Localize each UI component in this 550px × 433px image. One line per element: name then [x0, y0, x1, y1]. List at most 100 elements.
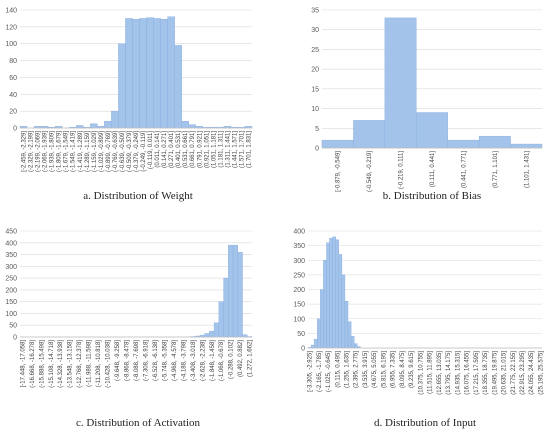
x-tick-label: (0.921, 1.051]	[204, 131, 210, 168]
bar	[478, 135, 511, 149]
x-tick-label: (22.915, 23.295]	[520, 351, 526, 395]
bar	[111, 110, 119, 129]
bar	[321, 139, 354, 149]
y-tick-label: 140	[5, 8, 17, 15]
y-tick-label: 50	[9, 323, 17, 330]
bar	[125, 18, 133, 129]
bar	[350, 336, 355, 349]
x-tick-label: (-1.419, -1.289]	[78, 131, 84, 172]
bar	[384, 17, 417, 149]
panel: 0 5 10 15 20 25 30 35 [-0.879, -0.549] (-0.549, -…	[311, 8, 543, 202]
y-tick-label: 35	[311, 8, 319, 15]
bar	[347, 321, 352, 349]
bar	[218, 301, 224, 338]
x-tick-label: (13.795, 14.175]	[446, 351, 452, 395]
x-tick-label: (12.655, 13.035]	[437, 351, 443, 395]
bar	[223, 277, 229, 338]
x-tick-label: (0.492, 0.882]	[238, 340, 244, 377]
x-tick-label: (-8.088, -7.698]	[134, 340, 140, 381]
x-tick-label: (17.215, 17.595]	[474, 351, 480, 395]
x-tick-label: [-3.305, -2.925]	[308, 351, 314, 392]
x-tick-label: (-2.329, -2.199]	[29, 131, 35, 172]
x-tick-label: (-4.968, -4.578]	[172, 340, 178, 381]
x-tick-label: (-4.188, -3.798]	[181, 340, 187, 381]
y-tick-label: 0	[13, 335, 17, 342]
y-tick-label: 80	[9, 58, 17, 65]
bar	[90, 123, 98, 129]
x-tick-label: (-1.025, -0.645]	[326, 351, 332, 392]
y-tick-label: 150	[5, 299, 17, 306]
bar	[341, 274, 346, 349]
x-tick-label: (-8.868, -8.478]	[125, 340, 131, 381]
x-tick-label: (-1.939, -1.809]	[50, 131, 56, 172]
y-tick-label: 100	[5, 311, 17, 318]
y-tick-label: 400	[293, 229, 305, 236]
chart-title: b. Distribution of Bias	[383, 190, 481, 202]
x-tick-label: [-0.879, -0.549]	[336, 151, 342, 192]
y-tick-label: 300	[5, 264, 17, 271]
y-tick-label: 10	[311, 106, 319, 113]
x-tick-label: (-0.249, -0.119]	[141, 131, 147, 172]
bar	[174, 45, 182, 129]
x-tick-label: (1.101, 1.431]	[524, 151, 530, 188]
bar	[160, 19, 168, 129]
x-tick-label: (-0.549, -0.219]	[367, 151, 373, 192]
x-tick-label: (1.441, 1.571]	[232, 131, 238, 168]
bar	[118, 43, 126, 129]
y-tick-label: 450	[5, 229, 17, 236]
x-tick-label: (-5.748, -5.358]	[162, 340, 168, 381]
bar	[232, 244, 238, 338]
x-tick-label: (0.271, 0.401]	[169, 131, 175, 168]
x-tick-label: (-7.308, -6.918]	[143, 340, 149, 381]
x-tick-label: (-13.548, -13.158]	[68, 340, 74, 388]
bar	[338, 254, 343, 349]
bar	[335, 239, 339, 349]
bar	[237, 251, 243, 338]
x-tick-label: (-0.219, 0.111]	[399, 151, 405, 189]
y-tick-label: 250	[5, 276, 17, 283]
y-tick-label: 200	[5, 287, 17, 294]
y-tick-label: 350	[293, 243, 305, 250]
bar	[313, 339, 318, 349]
bar	[204, 333, 210, 338]
x-tick-label: (1.272, 1.662]	[248, 340, 254, 377]
x-tick-label: (-2.165, -1.785]	[317, 351, 323, 392]
y-tick-label: 0	[315, 146, 319, 153]
y-tick-label: 15	[311, 86, 319, 93]
x-tick-label: (2.395, 2.775]	[354, 351, 360, 388]
y-tick-label: 400	[5, 240, 17, 247]
bar	[213, 322, 220, 338]
x-tick-label: (-16.668, -16.278]	[30, 340, 36, 388]
x-tick-label: (-0.899, -0.769]	[106, 131, 112, 172]
x-tick-label: (9.235, 9.615]	[409, 351, 415, 388]
bar	[510, 143, 543, 149]
y-tick-label: 50	[297, 331, 305, 338]
x-tick-label: (0.115, 0.495]	[335, 351, 341, 388]
y-tick-label: 120	[5, 24, 17, 31]
y-tick-label: 350	[5, 252, 17, 259]
x-tick-label: (-1.159, -1.029]	[92, 131, 98, 172]
x-tick-label: (-11.988, -11.598]	[87, 340, 93, 387]
y-tick-label: 5	[315, 126, 319, 133]
x-tick-label: (-15.888, -15.498]	[39, 340, 45, 388]
x-tick-label: (-0.639, -0.509]	[120, 131, 126, 172]
y-tick-label: 0	[13, 126, 17, 133]
bar	[353, 120, 386, 149]
x-tick-label: (-1.848, -1.458]	[210, 340, 216, 381]
x-tick-label: (-1.029, -0.899]	[99, 131, 105, 172]
x-tick-label: (-15.108, -14.718]	[49, 340, 55, 388]
x-tick-label: (0.111, 0.441]	[430, 151, 436, 187]
x-tick-label: (0.531, 0.661]	[183, 131, 189, 168]
bar	[181, 121, 189, 129]
x-tick-label: (-0.119, 0.011]	[148, 131, 154, 169]
chart-title: a. Distribution of Weight	[83, 190, 193, 202]
bar	[167, 16, 175, 129]
x-tick-label: (1.701, 1.831]	[246, 131, 252, 168]
x-tick-label: (-2.069, -1.939]	[43, 131, 49, 172]
panel: 0 50 100 150 200 250 300 350 400 450 [-17.448, -17…	[5, 229, 253, 430]
x-tick-label: (18.355, 18.735]	[483, 351, 489, 395]
x-tick-label: (1.255, 1.635]	[344, 351, 350, 388]
bar	[310, 344, 315, 349]
x-tick-label: (-1.679, -1.549]	[64, 131, 70, 172]
panel: 0 20 40 60 80 100 120 140 [-2.459, -2.329] (-2.32…	[5, 8, 252, 203]
